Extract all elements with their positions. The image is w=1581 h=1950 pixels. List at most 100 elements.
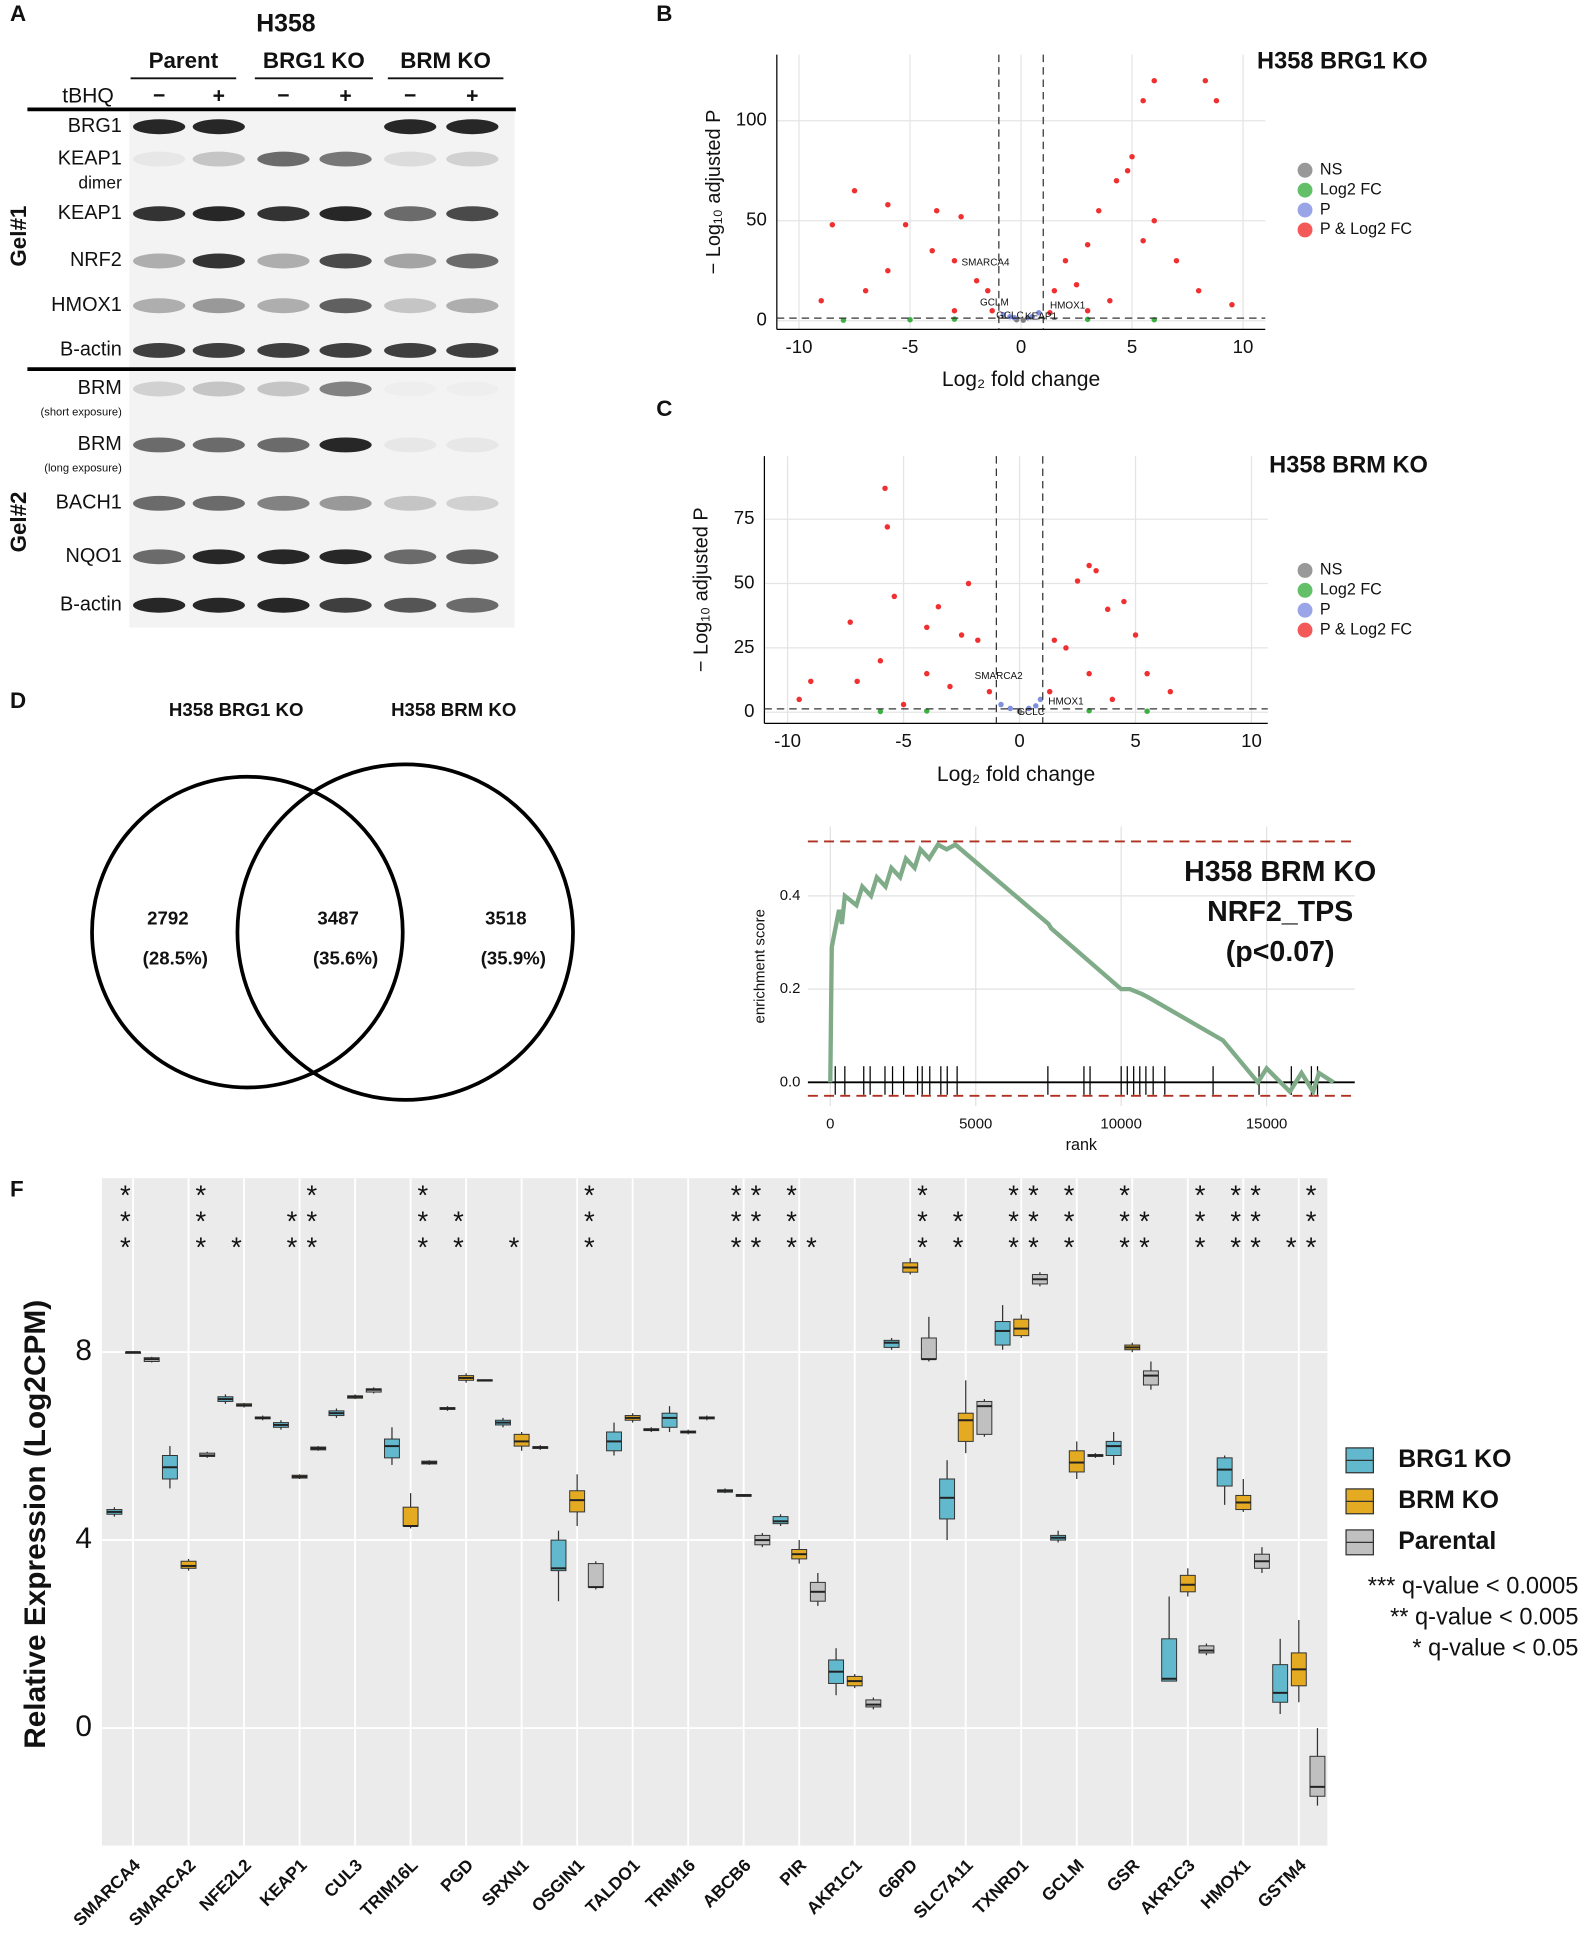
x-tick-label: GSR (1103, 1855, 1144, 1896)
point (924, 670, 930, 677)
band (257, 343, 310, 358)
x-tick-label: -5 (902, 336, 919, 357)
x-tick-label: 0 (1016, 336, 1026, 357)
significance-stars: *** (1296, 1180, 1327, 1258)
significance-stars: * (221, 1232, 252, 1258)
significance-stars: *** (721, 1180, 752, 1258)
point (1109, 696, 1116, 703)
significance-stars: *** (407, 1180, 438, 1258)
treatment-mark: − (153, 85, 165, 108)
x-tick-label: AKR1C1 (802, 1855, 866, 1919)
point (1016, 708, 1023, 715)
point (989, 308, 995, 314)
row-label: BRG1 (68, 115, 122, 137)
gene-annotation: HMOX1 (1050, 300, 1086, 311)
band (319, 206, 372, 222)
point (1140, 237, 1146, 244)
point (1036, 310, 1042, 316)
significance-stars: *** (110, 1180, 141, 1258)
y-tick-label: 0.0 (780, 1074, 801, 1090)
box (1179, 1574, 1196, 1593)
treatment-mark: + (339, 85, 351, 108)
point (796, 696, 802, 703)
point (1229, 302, 1235, 308)
y-axis-title: − Log₁₀ adjusted P (703, 110, 725, 275)
chart-title: H358 BRG1 KO (1257, 48, 1428, 74)
point (1007, 705, 1014, 712)
band (446, 343, 499, 358)
row-label: HMOX1 (51, 294, 122, 316)
x-tick-label: SRXN1 (478, 1855, 533, 1910)
y-tick-label: 0 (75, 1710, 92, 1743)
band (192, 253, 245, 269)
legend-label: NS (1320, 561, 1343, 579)
x-tick-label: AKR1C3 (1136, 1855, 1200, 1919)
legend-label: Log2 FC (1320, 581, 1382, 599)
box (1013, 1318, 1030, 1337)
band (257, 495, 310, 511)
significance-stars: *** (998, 1180, 1029, 1258)
point (1195, 288, 1202, 294)
chart-title: H358 BRM KO (1269, 452, 1428, 478)
legend-label: Log2 FC (1320, 180, 1382, 198)
significance-stars: *** (907, 1180, 938, 1258)
band (319, 151, 372, 167)
box (1198, 1645, 1215, 1654)
row-label: KEAP1 (58, 202, 122, 224)
box (1216, 1457, 1233, 1487)
band (384, 119, 437, 135)
band (192, 495, 245, 511)
point (951, 316, 958, 322)
legend-swatch (1297, 182, 1313, 198)
point (1151, 217, 1157, 224)
x-tick-label: PGD (436, 1855, 477, 1896)
point (924, 624, 930, 631)
x-tick-label: TXNRD1 (969, 1855, 1033, 1919)
gene-annotation: KEAP1 (1025, 311, 1058, 322)
point (986, 688, 993, 695)
significance-stars: * (796, 1232, 827, 1258)
legend-label: BRM KO (1398, 1487, 1499, 1514)
x-tick-label: GSTM4 (1253, 1855, 1310, 1912)
band (257, 298, 310, 314)
x-tick-label: HMOX1 (1197, 1855, 1255, 1913)
box (939, 1478, 956, 1520)
region-count: 2792 (147, 908, 188, 929)
region-count: 3487 (317, 908, 358, 929)
band (446, 437, 499, 453)
x-tick-label: TALDO1 (581, 1855, 644, 1918)
band (446, 119, 499, 135)
point (829, 221, 836, 228)
box (976, 1400, 993, 1435)
x-axis-title: Log₂ fold change (937, 763, 1095, 786)
legend-label: BRG1 KO (1398, 1446, 1511, 1473)
point (877, 708, 884, 715)
x-tick-label: KEAP1 (256, 1855, 311, 1910)
legend-label: P & Log2 FC (1320, 220, 1412, 238)
x-tick-label: 5 (1130, 730, 1140, 751)
point (1084, 308, 1091, 314)
x-tick-label: CUL3 (320, 1855, 366, 1901)
legend-swatch (1297, 622, 1313, 638)
band (319, 495, 372, 511)
band (257, 381, 310, 397)
y-tick-label: 50 (734, 571, 755, 592)
point (998, 701, 1004, 708)
x-tick-label: 10000 (1100, 1117, 1141, 1133)
y-axis-title: enrichment score (753, 909, 769, 1023)
band (257, 253, 310, 269)
box (550, 1539, 567, 1572)
group-label: Parent (149, 48, 219, 73)
point (877, 658, 884, 664)
gene-annotation: GCLC (1017, 707, 1045, 718)
point (1020, 317, 1026, 323)
band (133, 206, 186, 222)
significance-note: * q-value < 0.05 (1412, 1635, 1578, 1661)
point (1074, 578, 1081, 584)
band (257, 549, 310, 565)
band (192, 119, 245, 135)
x-tick-label: G6PD (874, 1855, 922, 1903)
y-tick-label: 25 (734, 636, 755, 657)
point (1140, 97, 1146, 104)
